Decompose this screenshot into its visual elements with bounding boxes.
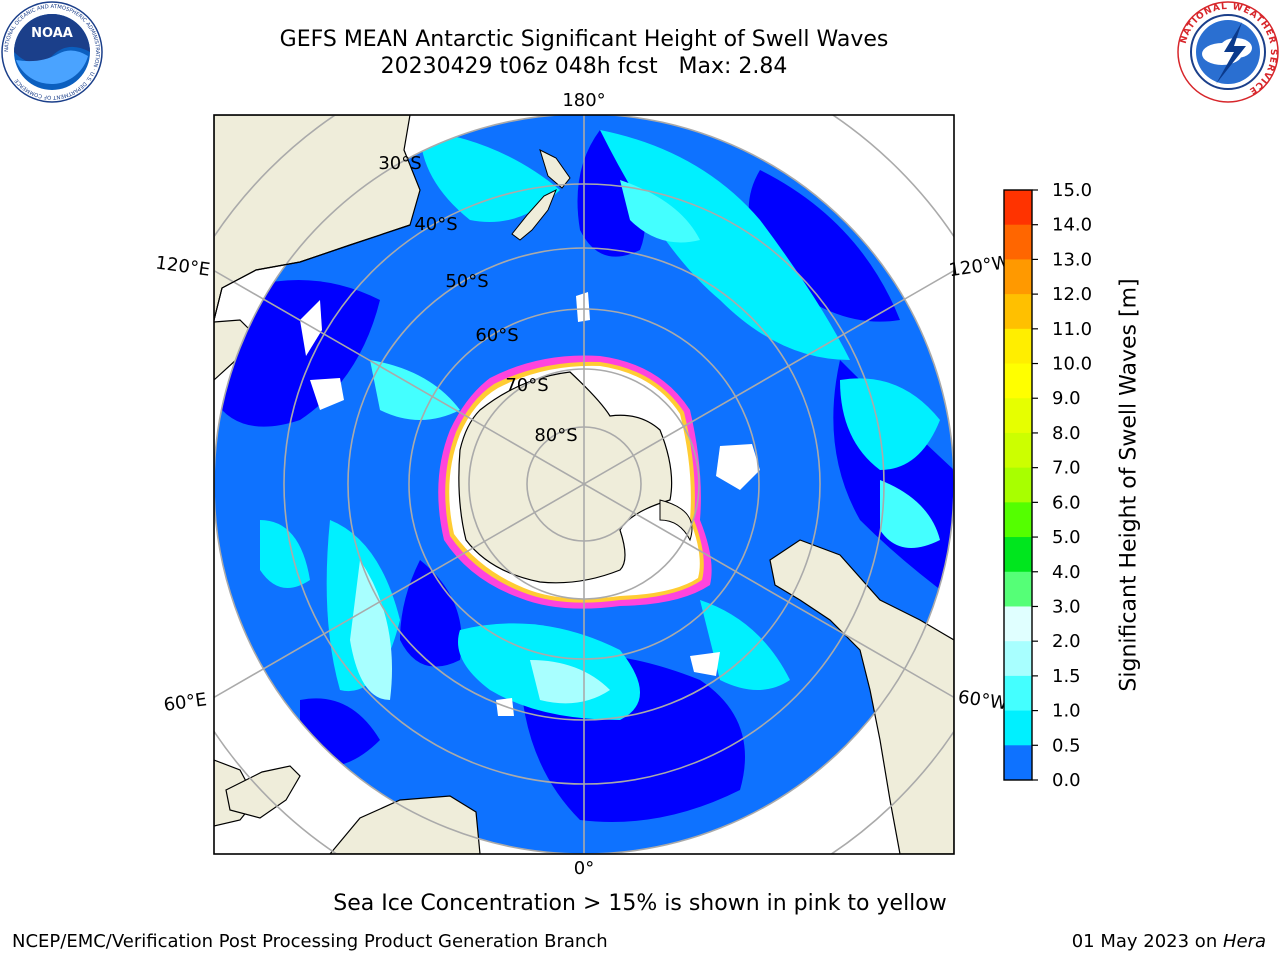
colorbar-segment: [1004, 606, 1032, 642]
colorbar-segment: [1004, 259, 1032, 295]
colorbar-segment: [1004, 537, 1032, 573]
lat-label-60s: 60°S: [475, 325, 518, 346]
colorbar-tick-label: 2.0: [1052, 631, 1081, 652]
lat-label-50s: 50°S: [445, 271, 488, 292]
colorbar-tick-label: 9.0: [1052, 388, 1081, 409]
colorbar-segment: [1004, 190, 1032, 226]
graticule: [214, 115, 954, 854]
map-axes: [214, 115, 954, 854]
chart-subtitle: 20230429 t06z 048h fcst Max: 2.84: [380, 54, 788, 79]
colorbar-segment: [1004, 224, 1032, 260]
footer-date-text: 01 May 2023 on: [1071, 931, 1223, 952]
colorbar-tick-label: 4.0: [1052, 562, 1081, 583]
colorbar-segment: [1004, 467, 1032, 503]
colorbar-frame: [1003, 189, 1033, 781]
colorbar-title: Significant Height of Swell Waves [m]: [1116, 278, 1142, 692]
antarctica: [438, 355, 712, 609]
lon-label-180: 180°: [562, 90, 605, 111]
colorbar-segment: [1004, 675, 1032, 712]
colorbar-segment: [1004, 432, 1032, 469]
colorbar-tick-label: 11.0: [1052, 319, 1092, 340]
colorbar-segment: [1004, 710, 1032, 746]
colorbar-segment: [1004, 641, 1032, 677]
colorbar-tick-label: 5.0: [1052, 527, 1081, 548]
missing-data-patches: [300, 292, 760, 716]
lat-label-30s: 30°S: [378, 153, 421, 174]
colorbar-tick-label: 12.0: [1052, 284, 1092, 305]
lon-label-0: 0°: [574, 858, 594, 879]
colorbar-tick-label: 6.0: [1052, 492, 1081, 513]
sea-ice-note: Sea Ice Concentration > 15% is shown in …: [333, 891, 947, 916]
lon-label-60e: 60°E: [162, 689, 208, 716]
colorbar-tick-label: 14.0: [1052, 215, 1092, 236]
map-frame: [213, 114, 955, 855]
colorbar-segment: [1004, 745, 1032, 781]
nws-logo: NATIONAL WEATHER SERVICE: [1177, 1, 1279, 103]
lat-label-40s: 40°S: [414, 214, 457, 235]
footer-credit: NCEP/EMC/Verification Post Processing Pr…: [12, 931, 608, 952]
colorbar-segment: [1004, 328, 1032, 365]
colorbar-tick-label: 7.0: [1052, 458, 1081, 479]
lat-label-80s: 80°S: [534, 425, 577, 446]
colorbar-tick-label: 13.0: [1052, 249, 1092, 270]
lon-label-120e: 120°E: [154, 252, 211, 280]
colorbar-segment: [1004, 502, 1032, 538]
colorbar-segment: [1004, 294, 1032, 330]
colorbar-tick-label: 0.0: [1052, 770, 1081, 791]
colorbar-tick-label: 1.5: [1052, 666, 1081, 687]
coastlines: [214, 224, 411, 321]
colorbar-tick-label: 0.5: [1052, 735, 1081, 756]
chart-title: GEFS MEAN Antarctic Significant Height o…: [279, 27, 889, 52]
colorbar: 15.0 14.0 13.0 12.0 11.0 10.0 9.0 8.0 7.0 6.0 5.0 4…: [1003, 180, 1092, 791]
colorbar-segment: [1004, 571, 1032, 607]
lon-label-60w: 60°W: [957, 687, 1009, 715]
colorbar-tick-label: 8.0: [1052, 423, 1081, 444]
colorbar-segment: [1004, 398, 1032, 434]
lon-label-120w: 120°W: [947, 252, 1011, 281]
svg-text:NOAA: NOAA: [31, 26, 73, 41]
footer-date: 01 May 2023 on Hera: [1072, 931, 1266, 952]
footer-host: Hera: [1222, 931, 1266, 952]
colorbar-segment: [1004, 363, 1032, 399]
colorbar-tick-label: 10.0: [1052, 354, 1092, 375]
noaa-logo: NOAA NATIONAL OCEANIC AND ATMOSPHERIC AD…: [1, 1, 103, 103]
colorbar-tick-label: 15.0: [1052, 180, 1092, 201]
colorbar-tick-label: 1.0: [1052, 701, 1081, 722]
colorbar-tick-label: 3.0: [1052, 596, 1081, 617]
lat-label-70s: 70°S: [505, 375, 548, 396]
